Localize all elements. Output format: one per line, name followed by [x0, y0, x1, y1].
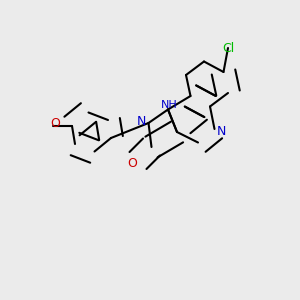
Text: N: N — [136, 115, 146, 128]
Text: Cl: Cl — [222, 41, 234, 55]
Text: O: O — [128, 157, 137, 170]
Text: O: O — [51, 117, 60, 130]
Text: NH: NH — [161, 100, 178, 110]
Text: N: N — [216, 125, 226, 138]
